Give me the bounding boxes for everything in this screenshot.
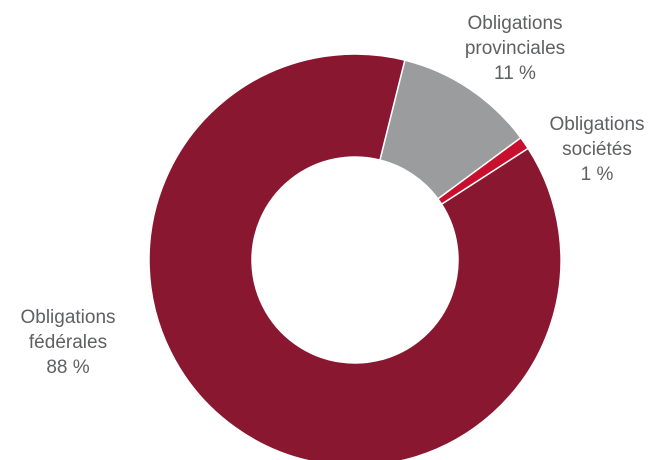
slice-label-1: Obligations sociétés 1 %: [549, 114, 644, 185]
donut-slice-2: [148, 53, 562, 460]
slice-value-label: 1 %: [581, 164, 614, 185]
slice-name-label: Obligations: [20, 307, 115, 328]
slice-name-label: provinciales: [465, 38, 565, 59]
slice-value-label: 88 %: [46, 357, 89, 378]
slice-name-label: fédérales: [29, 332, 107, 353]
slice-name-label: Obligations: [467, 13, 562, 34]
slice-name-label: Obligations: [549, 114, 644, 135]
slice-label-2: Obligations fédérales 88 %: [20, 307, 115, 378]
slice-name-label: sociétés: [562, 139, 632, 160]
slice-label-0: Obligations provinciales 11 %: [465, 13, 565, 84]
slice-value-label: 11 %: [494, 63, 536, 84]
